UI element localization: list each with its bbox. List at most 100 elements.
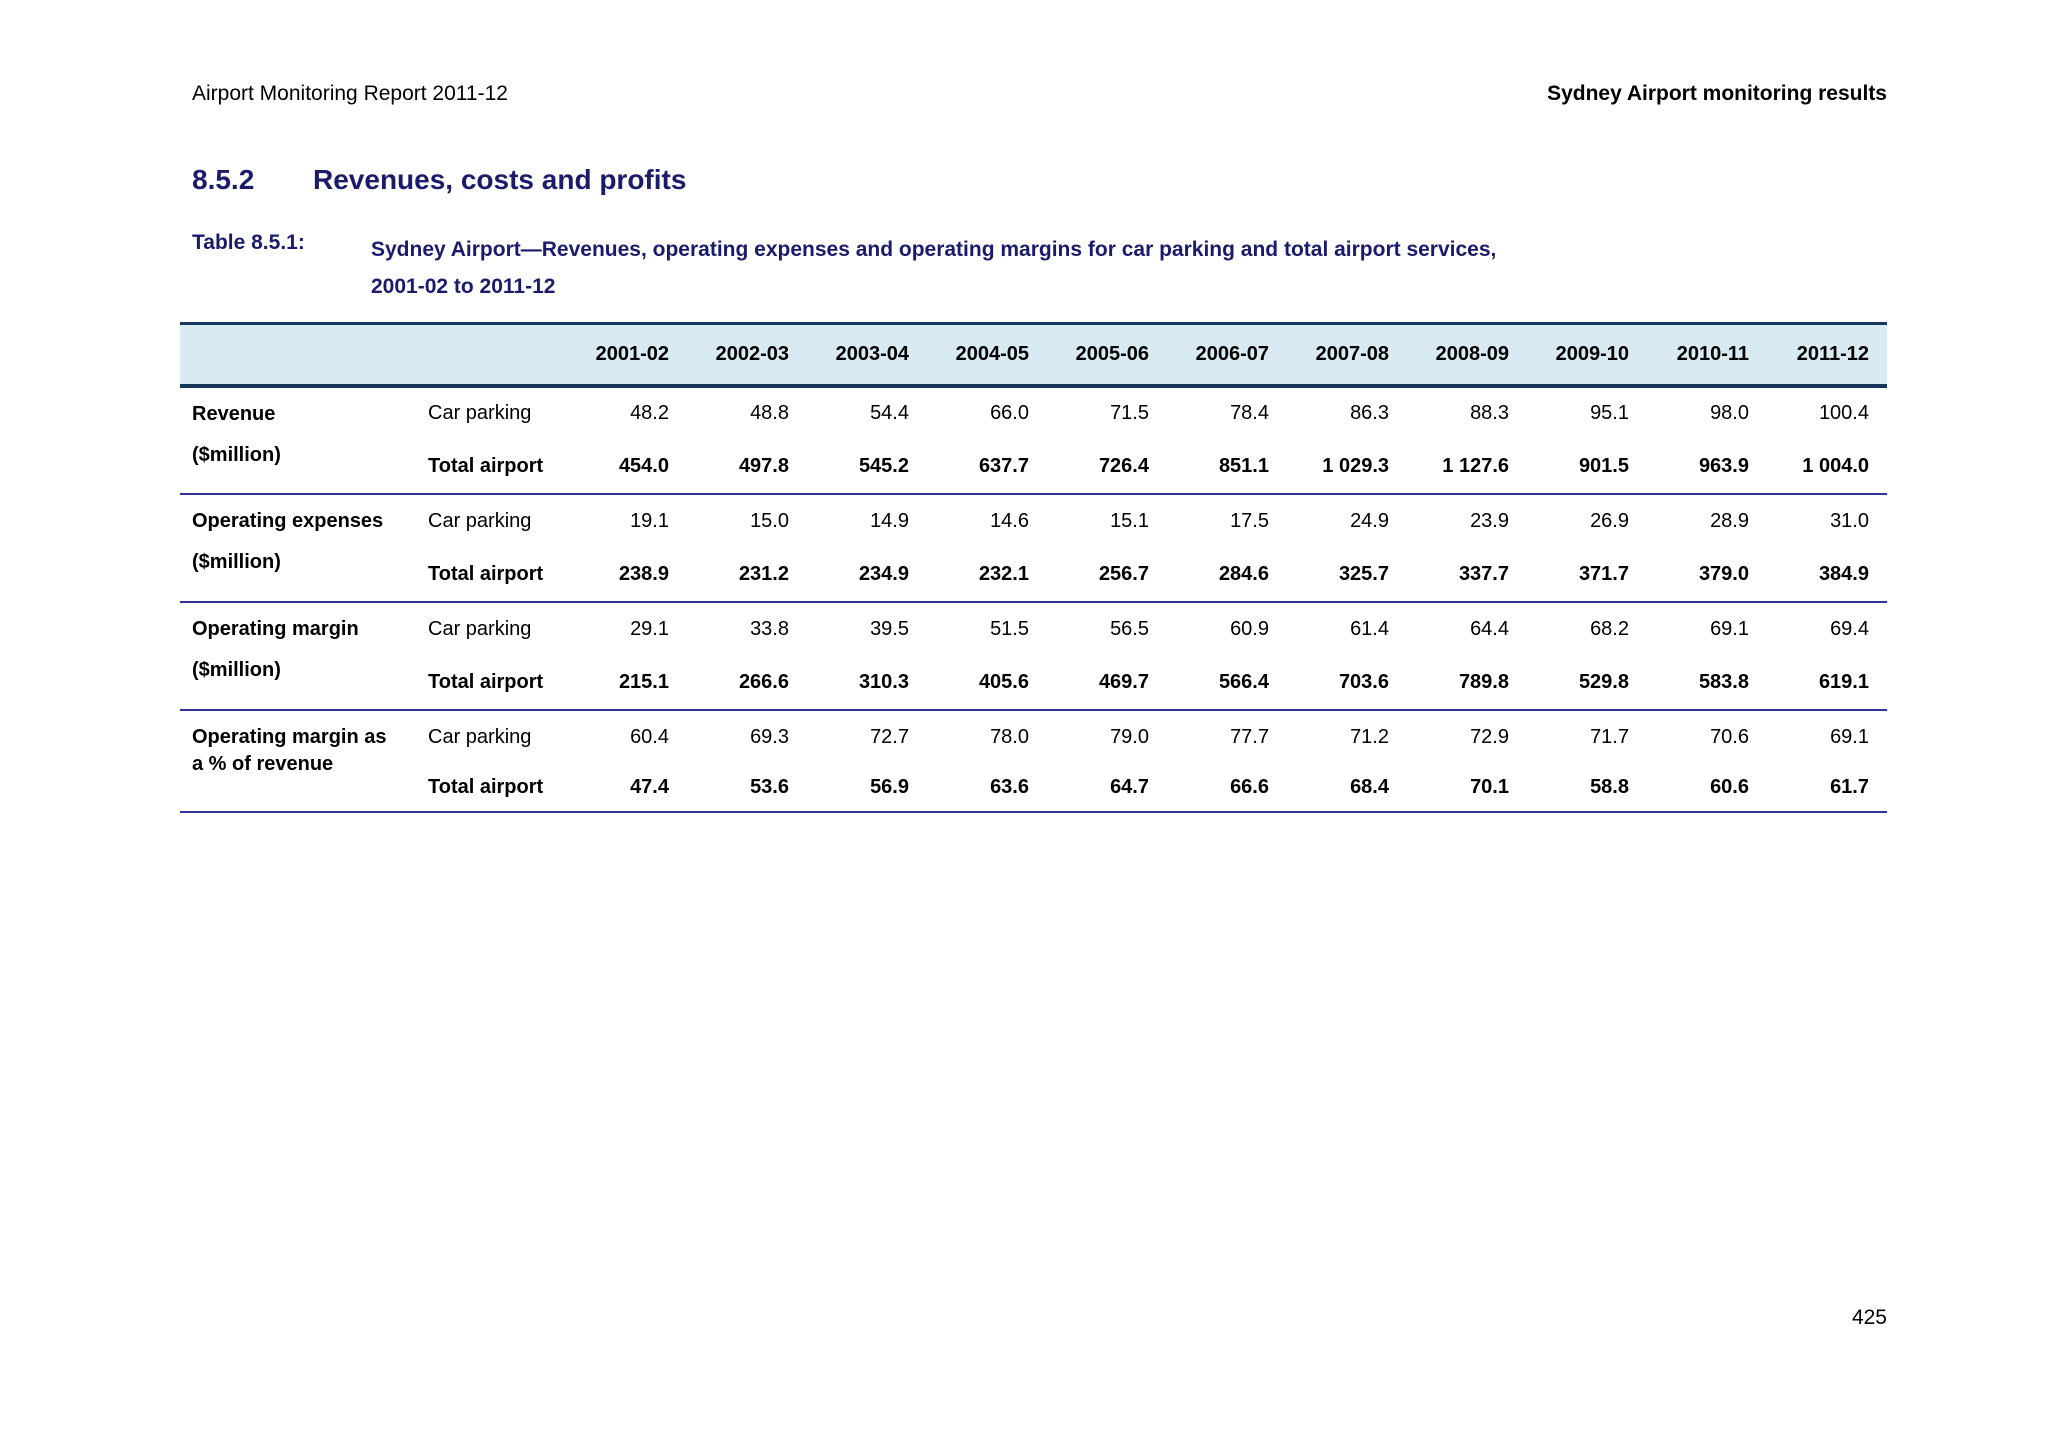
row-sublabel: Total airport	[428, 454, 544, 477]
value-cell: 371.7	[1578, 562, 1629, 585]
value-cell: 77.7	[1230, 725, 1269, 748]
year-column-header: 2003-04	[835, 342, 909, 365]
value-cell: 789.8	[1458, 670, 1509, 693]
year-column-header: 2008-09	[1435, 342, 1509, 365]
table-row: Operating expenses ($million) Car parking 1…	[180, 494, 1887, 573]
value-cell: 23.9	[1470, 509, 1509, 532]
value-cell: 79.0	[1110, 725, 1149, 748]
value-cell: 232.1	[978, 562, 1029, 585]
table-caption-text: Sydney Airport—Revenues, operating expen…	[371, 231, 1496, 305]
value-cell: 68.4	[1350, 775, 1389, 798]
value-cell: 61.7	[1830, 775, 1869, 798]
table-row: Total airport 215.1 266.6 310.3 405.6 469.7 56…	[180, 656, 1887, 710]
year-column-header: 2001-02	[595, 342, 669, 365]
row-group-label-line1: Operating margin	[192, 617, 359, 640]
row-group-label-line1: Operating margin as	[192, 725, 387, 748]
section-heading: 8.5.2 Revenues, costs and profits	[192, 164, 686, 196]
year-column-header: 2009-10	[1555, 342, 1629, 365]
table-section: Revenue ($million) Car parking 48.2 48.8 54.4…	[180, 386, 1887, 494]
table-caption-line1: Sydney Airport—Revenues, operating expen…	[371, 238, 1497, 261]
table-row: Total airport 238.9 231.2 234.9 232.1 256.7 28…	[180, 548, 1887, 602]
value-cell: 231.2	[738, 562, 789, 585]
value-cell: 15.0	[750, 509, 789, 532]
value-cell: 1 029.3	[1322, 454, 1389, 477]
row-group-label-line2: ($million)	[192, 443, 281, 466]
value-cell: 78.4	[1230, 402, 1269, 424]
table-head: 2001-02 2002-03 2003-04 2004-05 2005-06 2006-…	[180, 323, 1887, 386]
row-group-label-line1: Operating expenses	[192, 509, 384, 532]
value-cell: 71.2	[1350, 725, 1389, 748]
value-cell: 529.8	[1578, 670, 1629, 693]
value-cell: 215.1	[618, 670, 669, 693]
value-cell: 1 004.0	[1802, 454, 1869, 477]
value-cell: 68.2	[1590, 617, 1629, 640]
value-cell: 69.4	[1830, 617, 1869, 640]
year-column-header: 2010-11	[1676, 342, 1749, 365]
value-cell: 566.4	[1218, 670, 1269, 693]
value-cell: 63.6	[990, 775, 1029, 798]
page-number: 425	[1851, 1306, 1887, 1329]
value-cell: 637.7	[978, 454, 1029, 477]
page-header-left: Airport Monitoring Report 2011-12	[192, 82, 508, 105]
value-cell: 15.1	[1110, 509, 1149, 532]
row-sublabel: Car parking	[428, 617, 532, 640]
value-cell: 51.5	[990, 617, 1029, 640]
value-cell: 48.2	[630, 402, 669, 424]
row-group-label: Operating expenses ($million)	[180, 494, 428, 602]
value-cell: 60.4	[630, 725, 669, 748]
value-cell: 60.6	[1710, 775, 1749, 798]
value-cell: 72.9	[1470, 725, 1509, 748]
value-cell: 469.7	[1098, 670, 1149, 693]
year-column-header: 2007-08	[1315, 342, 1389, 365]
section-title: Revenues, costs and profits	[313, 164, 687, 195]
row-group-label: Operating margin as a % of revenue	[180, 710, 428, 812]
value-cell: 266.6	[738, 670, 789, 693]
value-cell: 39.5	[870, 617, 909, 640]
value-cell: 29.1	[630, 617, 669, 640]
value-cell: 14.9	[870, 509, 909, 532]
value-cell: 619.1	[1818, 670, 1869, 693]
table-section: Operating expenses ($million) Car parking 1…	[180, 494, 1887, 602]
value-cell: 100.4	[1818, 402, 1869, 424]
value-cell: 47.4	[630, 775, 669, 798]
table-row: Operating margin ($million) Car parking 29.…	[180, 602, 1887, 681]
value-cell: 337.7	[1458, 562, 1509, 585]
table-caption-line2: 2001-02 to 2011-12	[371, 275, 556, 298]
value-cell: 72.7	[870, 725, 909, 748]
year-column-header: 2011-12	[1796, 342, 1869, 365]
section-number: 8.5.2	[192, 164, 255, 195]
value-cell: 284.6	[1218, 562, 1269, 585]
value-cell: 703.6	[1338, 670, 1389, 693]
value-cell: 60.9	[1230, 617, 1269, 640]
value-cell: 545.2	[858, 454, 909, 477]
value-cell: 497.8	[738, 454, 789, 477]
value-cell: 384.9	[1818, 562, 1869, 585]
value-cell: 56.5	[1110, 617, 1149, 640]
row-group-label-line2: ($million)	[192, 658, 281, 681]
value-cell: 88.3	[1470, 402, 1509, 424]
value-cell: 54.4	[870, 402, 909, 424]
value-cell: 69.1	[1710, 617, 1749, 640]
table-row: Total airport 47.4 53.6 56.9 63.6 64.7 66.6 68.…	[180, 764, 1887, 812]
row-sublabel: Car parking	[428, 509, 532, 532]
value-cell: 58.8	[1590, 775, 1629, 798]
value-cell: 56.9	[870, 775, 909, 798]
year-column-header: 2006-07	[1195, 342, 1269, 365]
value-cell: 64.7	[1110, 775, 1149, 798]
year-header-row: 2001-02 2002-03 2003-04 2004-05 2005-06 2006-…	[180, 323, 1887, 386]
value-cell: 1 127.6	[1442, 454, 1509, 477]
value-cell: 64.4	[1470, 617, 1509, 640]
value-cell: 238.9	[618, 562, 669, 585]
row-group-label: Operating margin ($million)	[180, 602, 428, 710]
table-section: Operating margin as a % of revenue Car par…	[180, 710, 1887, 812]
value-cell: 95.1	[1590, 402, 1629, 424]
value-cell: 86.3	[1350, 402, 1389, 424]
value-cell: 70.6	[1710, 725, 1749, 748]
value-cell: 28.9	[1710, 509, 1749, 532]
row-sublabel: Car parking	[428, 402, 532, 424]
year-column-header: 2004-05	[955, 342, 1029, 365]
row-sublabel: Total airport	[428, 670, 544, 693]
value-cell: 310.3	[858, 670, 909, 693]
value-cell: 61.4	[1350, 617, 1389, 640]
value-cell: 71.7	[1590, 725, 1629, 748]
